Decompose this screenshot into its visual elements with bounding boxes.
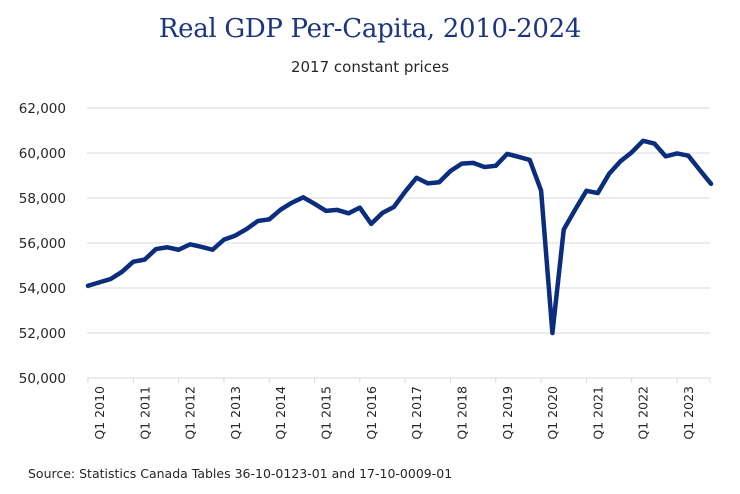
y-tick-label: 58,000 [19,191,66,207]
data-point [584,189,588,193]
data-point [279,208,283,212]
data-point [550,331,554,335]
data-point [199,245,203,249]
x-tick-label: Q1 2013 [228,386,243,440]
data-point [403,190,407,194]
data-point [664,154,668,158]
data-point [630,150,634,154]
data-point [233,234,237,238]
data-point [516,155,520,159]
chart-subtitle: 2017 constant prices [290,58,450,76]
x-tick-label: Q1 2022 [636,386,651,440]
data-point [675,151,679,155]
y-tick-label: 52,000 [19,326,66,342]
data-point [165,245,169,249]
data-point [381,211,385,215]
data-point [482,165,486,169]
data-point [211,248,215,252]
data-point [596,191,600,195]
data-point [562,228,566,232]
data-point [109,277,113,281]
data-point [505,152,509,156]
x-tick-label: Q1 2018 [454,386,469,440]
x-tick-label: Q1 2015 [319,386,334,440]
data-point [120,270,124,274]
data-point [539,189,543,193]
y-tick-label: 60,000 [19,146,66,162]
x-tick-label: Q1 2010 [92,386,107,440]
x-axis: Q1 2010 Q1 2011 Q1 2012 Q1 2013 Q1 2014 Q1 20… [87,378,711,440]
y-tick-label: 62,000 [19,101,66,117]
data-point [392,205,396,209]
chart-title: Real GDP Per-Capita, 2010-2024 [158,14,582,44]
data-point [652,142,656,146]
data-point [222,238,226,242]
data-point [471,161,475,165]
data-point [437,180,441,184]
data-point [86,284,90,288]
x-tick-label: Q1 2020 [545,386,560,440]
series-line [85,138,714,336]
data-point [607,172,611,176]
data-point [245,227,249,231]
data-point [324,209,328,213]
y-tick-label: 56,000 [19,236,66,252]
data-point [131,260,135,264]
x-tick-label: Q1 2023 [681,386,696,440]
y-tick-label: 54,000 [19,281,66,297]
data-point [460,162,464,166]
data-point [426,181,430,185]
data-point [369,222,373,226]
data-point [177,248,181,252]
data-point [188,242,192,246]
data-point [448,169,452,173]
data-point [143,258,147,262]
data-point [347,211,351,215]
data-point [154,247,158,251]
data-point [698,168,702,172]
data-point [313,202,317,206]
series-layer [85,138,714,336]
data-point [641,139,645,143]
data-point [494,164,498,168]
data-point [335,208,339,212]
gridlines [87,107,710,379]
x-tick-label: Q1 2019 [500,386,515,440]
x-tick-label: Q1 2016 [364,386,379,440]
y-tick-label: 50,000 [19,371,66,387]
data-point [618,159,622,163]
data-point [97,280,101,284]
x-tick-label: Q1 2014 [273,386,288,440]
source-note: Source: Statistics Canada Tables 36-10-0… [28,466,453,481]
data-point [709,182,713,186]
x-tick-label: Q1 2012 [183,386,198,440]
data-point [686,154,690,158]
data-point [573,208,577,212]
data-point [301,195,305,199]
y-axis: 50,000 52,000 54,000 56,000 58,000 60,000 62,0… [19,101,66,387]
data-point [528,158,532,162]
data-point [290,201,294,205]
data-point [358,206,362,210]
data-point [256,219,260,223]
data-point [414,176,418,180]
x-tick-label: Q1 2021 [590,386,605,440]
x-tick-label: Q1 2017 [409,386,424,440]
x-tick-label: Q1 2011 [137,386,152,440]
data-point [267,217,271,221]
